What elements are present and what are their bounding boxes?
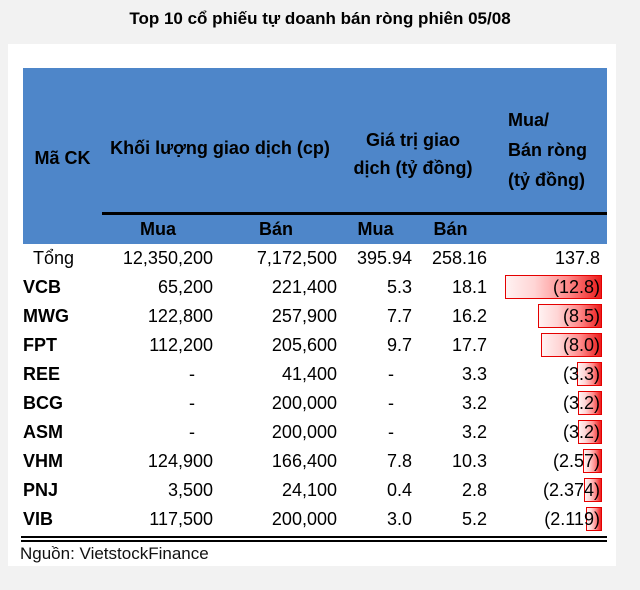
ticker-cell: FPT bbox=[23, 335, 57, 355]
column-header-net: Mua/ Bán ròng (tỷ đồng) bbox=[508, 110, 587, 190]
table-row: VHM 124,900 166,400 7.8 10.3 (2.57) bbox=[23, 447, 607, 476]
net-cell: (12.8) bbox=[488, 273, 607, 302]
table-row-total: Tổng 12,350,200 7,172,500 395.94 258.16 … bbox=[23, 244, 607, 273]
value-buy-cell: 7.7 bbox=[386, 306, 412, 326]
negative-databar bbox=[505, 275, 602, 299]
value-sell-cell: 17.7 bbox=[451, 335, 487, 355]
table-row: BCG - 200,000 - 3.2 (3.2) bbox=[23, 389, 607, 418]
table-body: Tổng 12,350,200 7,172,500 395.94 258.16 … bbox=[23, 244, 607, 534]
net-cell: (2.119) bbox=[544, 507, 602, 531]
page-title: Top 10 cổ phiếu tự doanh bán ròng phiên … bbox=[129, 9, 511, 28]
value-buy-cell: 3.0 bbox=[386, 509, 412, 529]
net-cell: (2.374) bbox=[542, 478, 602, 502]
volume-sell-cell: 41,400 bbox=[281, 364, 337, 384]
negative-databar bbox=[578, 420, 602, 444]
table-row: MWG 122,800 257,900 7.7 16.2 (8.5) bbox=[23, 302, 607, 331]
net-cell: 137.8 bbox=[554, 248, 600, 268]
ticker-cell: MWG bbox=[23, 306, 69, 326]
volume-buy-cell: - bbox=[189, 364, 195, 384]
volume-sell-cell: 7,172,500 bbox=[256, 248, 337, 268]
ticker-cell: VHM bbox=[23, 451, 63, 471]
value-sell-cell: 10.3 bbox=[451, 451, 487, 471]
ticker-cell: PNJ bbox=[23, 480, 59, 500]
net-cell: (3.3) bbox=[562, 362, 602, 386]
volume-buy-cell: 3,500 bbox=[167, 480, 213, 500]
net-cell: (2.57) bbox=[552, 449, 602, 473]
sub-header-sell-value: Bán bbox=[433, 219, 468, 239]
negative-databar bbox=[583, 449, 602, 473]
net-cell: (3.2) bbox=[562, 391, 602, 415]
ticker-cell: ASM bbox=[23, 422, 63, 442]
volume-buy-cell: - bbox=[189, 393, 195, 413]
value-buy-cell: 395.94 bbox=[356, 248, 412, 268]
value-buy-cell: - bbox=[388, 364, 394, 384]
sub-header-sell-volume: Bán bbox=[258, 219, 293, 239]
value-sell-cell: 3.3 bbox=[461, 364, 487, 384]
value-sell-cell: 3.2 bbox=[461, 393, 487, 413]
net-cell: (3.2) bbox=[562, 420, 602, 444]
volume-sell-cell: 257,900 bbox=[271, 306, 337, 326]
volume-sell-cell: 205,600 bbox=[271, 335, 337, 355]
volume-buy-cell: 117,500 bbox=[149, 509, 213, 529]
volume-buy-cell: 65,200 bbox=[157, 277, 213, 297]
sub-header-buy-value: Mua bbox=[357, 219, 394, 239]
net-cell: (8.5) bbox=[488, 302, 607, 331]
table-card: Mã CK Khối lượng giao dịch (cp) Giá trị … bbox=[8, 44, 616, 566]
volume-buy-cell: 124,900 bbox=[147, 451, 213, 471]
value-sell-cell: 3.2 bbox=[461, 422, 487, 442]
column-header-volume: Khối lượng giao dịch (cp) bbox=[110, 137, 330, 158]
column-header-ticker: Mã CK bbox=[34, 147, 91, 168]
sub-header-buy-volume: Mua bbox=[140, 219, 176, 239]
table-row: VIB 117,500 200,000 3.0 5.2 (2.119) bbox=[23, 505, 607, 534]
table-header: Mã CK Khối lượng giao dịch (cp) Giá trị … bbox=[23, 68, 607, 244]
sub-header-row: Mua Bán Mua Bán bbox=[23, 215, 607, 244]
volume-sell-cell: 200,000 bbox=[271, 509, 337, 529]
net-cell: (8.0) bbox=[488, 331, 607, 360]
table-row: PNJ 3,500 24,100 0.4 2.8 (2.374) bbox=[23, 476, 607, 505]
volume-sell-cell: 221,400 bbox=[271, 277, 337, 297]
value-buy-cell: 9.7 bbox=[386, 335, 412, 355]
value-sell-cell: 258.16 bbox=[431, 248, 487, 268]
value-buy-cell: - bbox=[388, 422, 394, 442]
volume-sell-cell: 200,000 bbox=[271, 393, 337, 413]
volume-sell-cell: 166,400 bbox=[271, 451, 337, 471]
ticker-cell: VCB bbox=[23, 277, 62, 297]
table-row: REE - 41,400 - 3.3 (3.3) bbox=[23, 360, 607, 389]
negative-databar bbox=[586, 507, 602, 531]
value-buy-cell: - bbox=[388, 393, 394, 413]
value-buy-cell: 0.4 bbox=[386, 480, 412, 500]
ticker-cell: REE bbox=[23, 364, 61, 384]
ticker-cell: Tổng bbox=[33, 248, 75, 268]
column-header-value: Giá trị giao dịch (tỷ đồng) bbox=[353, 130, 473, 178]
value-sell-cell: 18.1 bbox=[451, 277, 487, 297]
table-row: ASM - 200,000 - 3.2 (3.2) bbox=[23, 418, 607, 447]
header-divider-line bbox=[102, 212, 607, 215]
value-buy-cell: 7.8 bbox=[386, 451, 412, 471]
table-row: FPT 112,200 205,600 9.7 17.7 (8.0) bbox=[23, 331, 607, 360]
ticker-cell: VIB bbox=[23, 509, 54, 529]
value-sell-cell: 2.8 bbox=[461, 480, 487, 500]
value-buy-cell: 5.3 bbox=[386, 277, 412, 297]
negative-databar bbox=[577, 362, 602, 386]
negative-databar bbox=[578, 391, 602, 415]
volume-buy-cell: - bbox=[189, 422, 195, 442]
negative-databar bbox=[541, 333, 602, 357]
negative-databar bbox=[584, 478, 602, 502]
volume-buy-cell: 12,350,200 bbox=[122, 248, 213, 268]
ticker-cell: BCG bbox=[23, 393, 63, 413]
source-credit: Nguồn: VietstockFinance bbox=[20, 544, 209, 563]
value-sell-cell: 5.2 bbox=[461, 509, 487, 529]
volume-buy-cell: 122,800 bbox=[147, 306, 213, 326]
negative-databar bbox=[538, 304, 602, 328]
value-sell-cell: 16.2 bbox=[451, 306, 487, 326]
volume-sell-cell: 200,000 bbox=[271, 422, 337, 442]
volume-buy-cell: 112,200 bbox=[149, 335, 213, 355]
data-table: Mã CK Khối lượng giao dịch (cp) Giá trị … bbox=[23, 68, 607, 534]
volume-sell-cell: 24,100 bbox=[281, 480, 337, 500]
table-bottom-double-line bbox=[21, 536, 607, 542]
table-row: VCB 65,200 221,400 5.3 18.1 (12.8) bbox=[23, 273, 607, 302]
